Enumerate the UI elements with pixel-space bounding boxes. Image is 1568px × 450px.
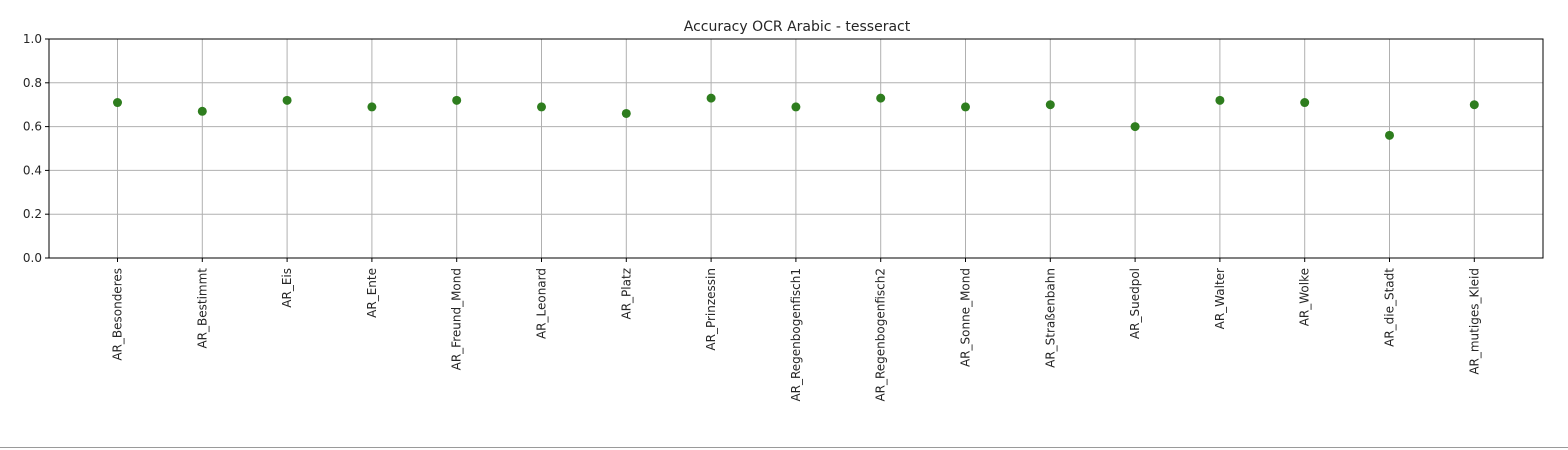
data-point: [706, 93, 716, 103]
data-point: [197, 106, 207, 116]
data-point: [791, 102, 801, 112]
data-point: [621, 108, 631, 118]
x-tick-label: AR_die_Stadt: [1383, 268, 1397, 347]
x-tick-label: AR_mutiges_Kleid: [1467, 268, 1481, 375]
x-tick-label: AR_Regenbogenfisch2: [874, 268, 888, 402]
data-point: [367, 102, 377, 112]
data-point: [1469, 100, 1479, 110]
chart-title: Accuracy OCR Arabic - tesseract: [684, 19, 911, 35]
data-point: [113, 98, 122, 108]
x-tick-label: AR_Bestimmt: [195, 268, 209, 349]
x-tick-label: AR_Suedpol: [1128, 268, 1142, 339]
x-tick-label: AR_Straßenbahn: [1043, 268, 1057, 368]
x-tick-label: AR_Platz: [619, 268, 633, 319]
x-tick-label: AR_Eis: [280, 268, 294, 308]
x-tick-label: AR_Freund_Mond: [450, 268, 464, 370]
x-tick-label: AR_Wolke: [1298, 268, 1312, 326]
x-tick-label: AR_Walter: [1213, 268, 1227, 329]
data-point: [452, 95, 462, 105]
data-point: [537, 102, 546, 112]
y-tick-label: 0.4: [23, 163, 42, 177]
data-points: [113, 93, 1479, 140]
x-tick-label: AR_Besonderes: [111, 268, 125, 361]
y-tick-label: 0.0: [23, 251, 42, 265]
data-point: [1385, 130, 1394, 140]
data-point: [1130, 122, 1140, 132]
y-tick-label: 1.0: [23, 32, 42, 46]
data-point: [876, 93, 886, 103]
x-tick-label: AR_Ente: [365, 268, 379, 318]
y-tick-label: 0.6: [23, 120, 42, 134]
data-point: [961, 102, 970, 112]
x-axis: AR_Besonderes AR_Bestimmt AR_Eis AR_Ente AR_…: [111, 258, 1481, 402]
y-tick-label: 0.2: [23, 207, 42, 221]
data-point: [1045, 100, 1055, 110]
x-tick-label: AR_Regenbogenfisch1: [789, 268, 803, 402]
data-point: [282, 95, 292, 105]
x-tick-label: AR_Sonne_Mond: [959, 268, 973, 367]
bottom-divider: [0, 447, 1568, 448]
x-tick-label: AR_Leonard: [535, 268, 549, 339]
data-point: [1300, 98, 1310, 108]
y-tick-label: 0.8: [23, 76, 42, 90]
y-axis: 0.0 0.2 0.4 0.6 0.8 1.0: [23, 32, 49, 265]
data-point: [1215, 95, 1225, 105]
grid-lines: [49, 38, 1543, 259]
x-tick-label: AR_Prinzessin: [704, 268, 718, 351]
